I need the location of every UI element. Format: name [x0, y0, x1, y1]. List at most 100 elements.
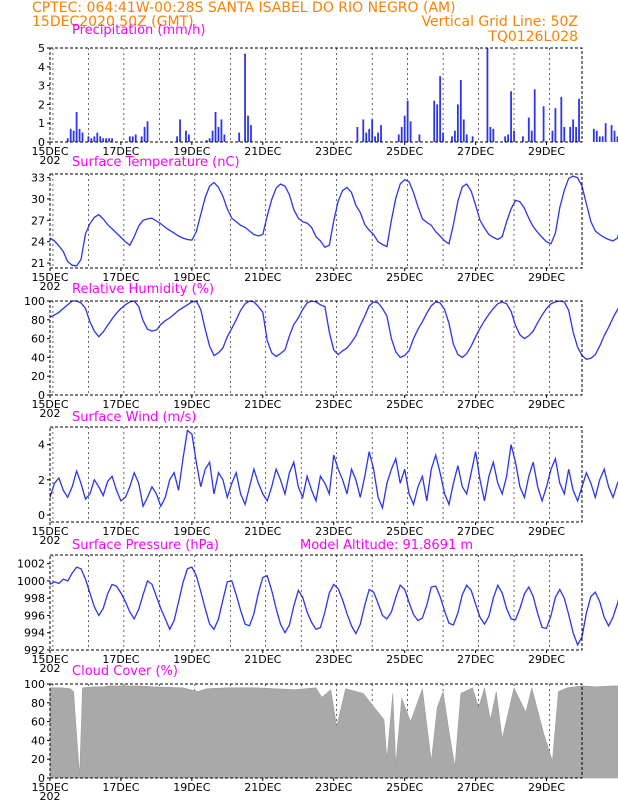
cloud-frame [49, 683, 583, 779]
cloud-ytick-label: 0 [38, 772, 45, 785]
precip-bar [140, 136, 143, 142]
precip-bar [510, 91, 512, 142]
press-xtick-label: 27DEC [457, 653, 494, 666]
precip-bar [462, 119, 465, 142]
precip-bar [486, 48, 489, 142]
precip-bar [368, 128, 371, 142]
rh-panel: Relative Humidity (%) 0 20 40 60 80 100 15DEC 17… [24, 282, 618, 420]
header-date: 15DEC2020 50Z (GMT) [32, 14, 194, 30]
precip-bar [244, 53, 246, 142]
precip-bar [436, 104, 439, 142]
wind-title: Surface Wind (m/s) [72, 410, 196, 425]
cloud-xtick-label: 17DEC [102, 781, 139, 794]
precip-bar [102, 138, 105, 142]
press-ytick-label: 992 [24, 644, 45, 657]
precip-bar [111, 138, 113, 142]
rh-ytick-label: 40 [31, 351, 45, 364]
wind-xtick-label: 25DEC [386, 525, 423, 538]
precip-bar [456, 104, 459, 142]
precip-bar [489, 126, 492, 142]
rh-ytick-label: 20 [31, 370, 45, 383]
precip-bar [131, 136, 134, 142]
precip-bar [146, 121, 149, 142]
precip-panel: Precipitation (mm/h) 0 1 2 3 4 5 15DEC 17DEC 19DE… [31, 23, 618, 167]
precip-bar [105, 138, 108, 142]
precip-bar [442, 132, 444, 142]
precip-xtick-label: 29DEC [528, 145, 565, 158]
precip-bar [598, 136, 601, 142]
precip-xtick-label: 15DEC [31, 145, 68, 158]
wind-frame [49, 426, 583, 523]
precip-ytick-label: 4 [38, 61, 45, 74]
precip-bar [439, 76, 442, 142]
press-ytick-label: 994 [24, 627, 45, 640]
cloud-xtick-label: 15DEC [31, 781, 68, 794]
press-xtick-label: 19DEC [173, 653, 210, 666]
cloud-xtick-label: 19DEC [173, 781, 210, 794]
precip-bar [418, 134, 421, 142]
press-ytick-label: 1002 [17, 558, 45, 571]
precip-bar [69, 128, 72, 142]
precip-bar [90, 138, 93, 142]
precip-bar [223, 134, 226, 142]
cloud-year-fragment: 202 [40, 790, 61, 800]
cloud-ytick-label: 20 [31, 753, 45, 766]
precip-xtick-label: 27DEC [457, 145, 494, 158]
model-altitude: Model Altitude: 91.8691 m [300, 538, 473, 553]
wind-xtick-label: 23DEC [315, 525, 352, 538]
precip-frame [49, 47, 583, 143]
precip-bar [592, 128, 595, 142]
precip-bar [471, 136, 474, 142]
cloud-xtick-label: 29DEC [528, 781, 565, 794]
press-xtick-label: 29DEC [528, 653, 565, 666]
precip-bar [563, 126, 566, 142]
precip-bar [185, 130, 187, 142]
precip-bar [179, 119, 181, 142]
precip-bar [188, 134, 190, 142]
precip-bar [238, 132, 241, 142]
temp-year-fragment: 202 [40, 280, 61, 293]
precip-xtick-label: 21DEC [244, 145, 281, 158]
precip-bar [176, 136, 178, 142]
wind-xtick-label: 17DEC [102, 525, 139, 538]
precip-bar [397, 134, 400, 142]
cloud-title: Cloud Cover (%) [72, 664, 178, 679]
press-xtick-label: 21DEC [244, 653, 281, 666]
precip-bar [81, 132, 84, 142]
wind-ytick-label: 0 [38, 509, 45, 522]
wind-ytick-label: 4 [38, 439, 45, 452]
header-grid-note: Vertical Grid Line: 50Z [422, 14, 578, 30]
temp-line [49, 175, 618, 267]
precip-bar [454, 130, 456, 142]
precip-bar [451, 136, 453, 142]
precip-bar [513, 130, 515, 142]
cloud-xtick-label: 27DEC [457, 781, 494, 794]
precip-bar [371, 119, 374, 142]
precip-bar [374, 136, 377, 142]
precip-bar [601, 136, 604, 142]
header-station: CPTEC: 064:41W-00:28S SANTA ISABEL DO RI… [32, 0, 456, 16]
rh-xtick-label: 17DEC [102, 398, 139, 411]
temp-xtick-label: 15DEC [31, 271, 68, 284]
rh-ytick-label: 80 [31, 314, 45, 327]
temp-frame [49, 173, 583, 269]
rh-title: Relative Humidity (%) [72, 282, 214, 297]
precip-xtick-label: 19DEC [173, 145, 210, 158]
precip-bar [365, 132, 368, 142]
precip-xtick-label: 17DEC [102, 145, 139, 158]
cloud-xtick-label: 25DEC [386, 781, 423, 794]
precip-bar [214, 111, 217, 142]
precip-bar [433, 100, 436, 142]
precip-bar [66, 138, 69, 142]
rh-xtick-label: 19DEC [173, 398, 210, 411]
precip-bar [220, 119, 223, 142]
rh-xtick-label: 23DEC [315, 398, 352, 411]
cloud-ytick-label: 40 [31, 734, 45, 747]
temp-ytick-label: 30 [31, 193, 45, 206]
precip-bar [205, 140, 208, 142]
rh-xtick-label: 29DEC [528, 398, 565, 411]
press-ytick-label: 1000 [17, 575, 45, 588]
cloud-xtick-label: 21DEC [244, 781, 281, 794]
wind-line [49, 429, 618, 511]
wind-xtick-label: 29DEC [528, 525, 565, 538]
